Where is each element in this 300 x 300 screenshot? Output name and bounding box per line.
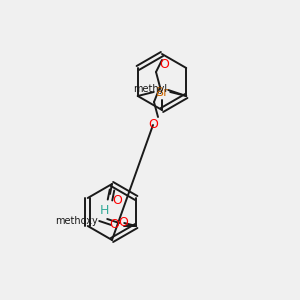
Text: O: O [110,218,119,232]
Text: O: O [159,58,169,70]
Text: O: O [112,194,122,208]
Text: H: H [99,204,109,217]
Text: Br: Br [155,86,169,99]
Text: methyl: methyl [133,84,167,94]
Text: O: O [148,118,158,131]
Text: O: O [118,217,128,230]
Text: methoxy: methoxy [56,216,98,226]
